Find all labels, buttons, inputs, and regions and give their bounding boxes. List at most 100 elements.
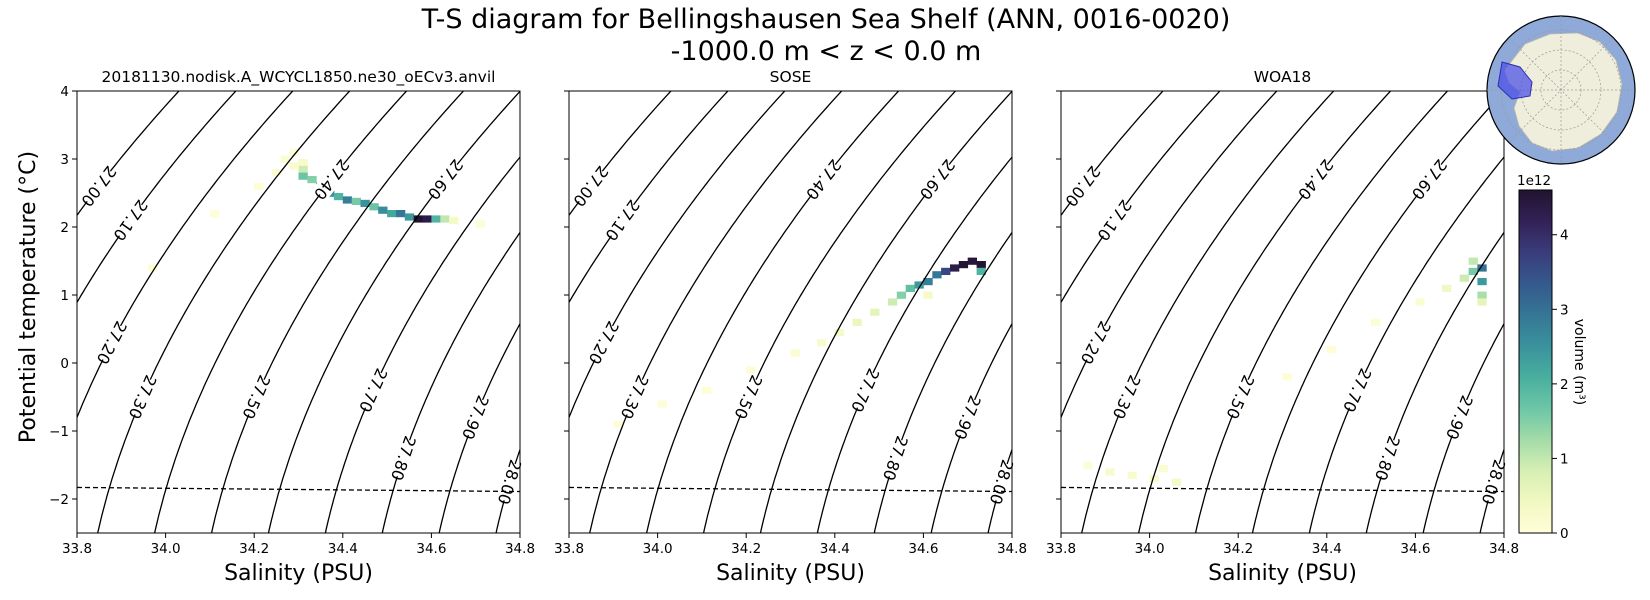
region-highlight: [1497, 61, 1533, 100]
heatmap-bin: [209, 210, 220, 218]
isopycnal-line: [1061, 91, 1278, 420]
isopycnal-line: [816, 156, 1012, 533]
freezing-line: [568, 486, 1013, 493]
heatmap-bin: [1477, 291, 1487, 299]
x-tick-label: 34.6: [908, 541, 938, 557]
freezing-line: [1060, 486, 1505, 493]
y-tick-label: 0: [60, 356, 69, 372]
heatmap-bin: [1083, 461, 1093, 469]
contour-label: 27.20: [93, 318, 131, 367]
heatmap-bin: [923, 278, 933, 286]
contour-label: 27.30: [125, 372, 161, 422]
heatmap-bin: [1127, 471, 1137, 479]
isopycnal-line: [1061, 91, 1164, 217]
isopycnal-line: [438, 322, 520, 533]
isopycnal-line: [1061, 91, 1221, 304]
contour-label: 27.80: [387, 433, 420, 482]
isopycnal-line: [569, 91, 672, 217]
x-tick-label: 34.0: [1135, 541, 1165, 557]
contour-label: 27.90: [950, 393, 985, 443]
isopycnal-line: [589, 91, 843, 533]
y-tick-label: 4: [60, 84, 69, 100]
x-tick-label: 34.0: [151, 541, 181, 557]
x-tick-label: 33.8: [1046, 541, 1076, 557]
contour-label-bg: [1110, 375, 1143, 418]
heatmap-bin: [1468, 257, 1478, 265]
heatmap-bin: [280, 155, 291, 163]
y-tick-label: −1: [49, 424, 69, 440]
contour-label-bg: [1064, 165, 1102, 207]
heatmap-bin: [1442, 284, 1452, 292]
heatmap-bin: [976, 261, 986, 269]
contour-label-bg: [1443, 396, 1475, 439]
x-axis-label: Salinity (PSU): [1208, 561, 1357, 586]
contour-label-bg: [1341, 369, 1374, 412]
colorbar-gradient: [1518, 189, 1553, 534]
contour-label-bg: [1372, 437, 1402, 480]
contour-label: 27.40: [1294, 155, 1337, 203]
heatmap-bin: [941, 267, 951, 275]
contour-label-bg: [357, 369, 390, 412]
heatmap-bin: [817, 339, 827, 347]
heatmap-bin: [396, 210, 406, 218]
heatmap-bin: [351, 197, 361, 205]
contour-label: 27.20: [585, 318, 623, 367]
contour-label-bg: [388, 437, 418, 480]
heatmap-bin: [958, 261, 969, 269]
axes-frame: [76, 90, 521, 534]
contour-label: 27.10: [109, 196, 151, 244]
contour-label: 27.50: [238, 372, 274, 422]
contour-label: 27.90: [1442, 393, 1477, 443]
y-tick-label: 2: [60, 220, 69, 236]
isopycnal-line: [324, 156, 520, 533]
heatmap-bin: [976, 267, 986, 275]
isopycnal-line: [1081, 91, 1335, 533]
heatmap-bin: [440, 215, 450, 223]
colorbar-exponent: 1e12: [1517, 173, 1551, 189]
contour-label: 27.00: [569, 162, 612, 210]
contour-label: 27.70: [355, 365, 391, 415]
x-axis-label: Salinity (PSU): [224, 561, 373, 586]
contour-label-bg: [1078, 321, 1113, 364]
heatmap-bin: [1326, 346, 1337, 354]
x-tick-label: 34.8: [1489, 541, 1519, 557]
contour-label: 27.00: [77, 162, 120, 210]
contour-label: 27.40: [802, 155, 845, 203]
y-tick-label: 3: [60, 152, 69, 168]
heatmap-bin: [896, 291, 907, 299]
figure-title-line1: T-S diagram for Bellingshausen Sea Shelf…: [421, 4, 1231, 35]
contour-label: 27.70: [1339, 365, 1375, 415]
contour-label: 27.60: [916, 155, 959, 203]
isopycnal-line: [97, 91, 351, 533]
contour-label: 27.30: [1109, 372, 1145, 422]
contour-label-bg: [240, 375, 273, 418]
contour-label-bg: [126, 375, 159, 418]
contour-label: 27.20: [1077, 318, 1115, 367]
heatmap-bin: [790, 349, 800, 357]
isopycnal-contours: [77, 91, 520, 533]
contour-label-bg: [572, 165, 610, 207]
heatmap-bin: [475, 220, 485, 228]
heatmap-bin: [369, 203, 379, 211]
freezing-line: [76, 486, 521, 493]
x-tick-label: 33.8: [62, 541, 92, 557]
panel-title: 20181130.nodisk.A_WCYCL1850.ne30_oECv3.a…: [102, 68, 496, 87]
isopycnal-line: [77, 91, 237, 304]
isopycnal-line: [569, 91, 729, 304]
heatmap-bin: [1415, 298, 1425, 306]
x-tick-label: 34.4: [328, 541, 358, 557]
heatmap-bin: [1459, 274, 1469, 282]
heatmap-bin: [914, 281, 924, 289]
colorbar-tick-label: 0: [1560, 526, 1569, 542]
contour-label-bg: [112, 199, 149, 241]
heatmap-bin: [613, 420, 623, 428]
isopycnal-line: [987, 447, 1012, 533]
heatmap-bin: [905, 284, 915, 292]
heatmap-bin: [271, 169, 282, 177]
contour-label: 27.80: [1371, 433, 1404, 482]
contour-label-bg: [604, 199, 641, 241]
x-tick-label: 34.2: [239, 541, 269, 557]
heatmap-bin: [378, 206, 388, 214]
isopycnal-line: [77, 91, 180, 217]
